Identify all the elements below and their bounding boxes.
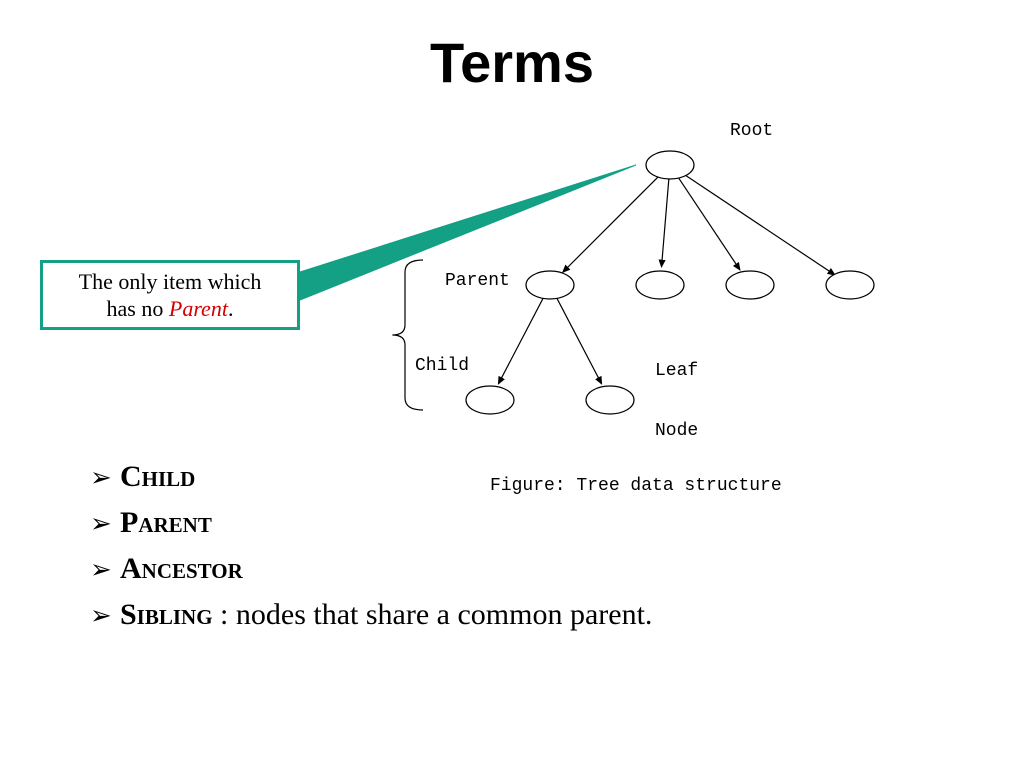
callout-line1: The only item which xyxy=(79,269,262,294)
bullet-marker-icon: ➢ xyxy=(90,508,120,539)
terms-bullet-list: ➢Child➢Parent➢Ancestor➢Sibling : nodes t… xyxy=(90,460,950,644)
diagram-label-parent: Parent xyxy=(445,271,510,291)
tree-node xyxy=(636,271,684,299)
bullet-term: Parent xyxy=(120,506,212,539)
bullet-term: Ancestor xyxy=(120,552,243,585)
callout-accent-word: Parent xyxy=(169,296,228,321)
bullet-item: ➢Ancestor xyxy=(90,552,950,586)
root-definition-callout: The only item which has no Parent. xyxy=(40,260,300,330)
bullet-marker-icon: ➢ xyxy=(90,462,120,493)
bullet-text: Sibling : nodes that share a common pare… xyxy=(120,598,652,632)
tree-node xyxy=(826,271,874,299)
bullet-marker-icon: ➢ xyxy=(90,600,120,631)
tree-edge xyxy=(498,297,543,383)
bullet-text: Child xyxy=(120,460,195,494)
tree-node xyxy=(466,386,514,414)
brace-icon xyxy=(392,260,423,410)
diagram-label-child: Child xyxy=(415,356,469,376)
bullet-item: ➢Sibling : nodes that share a common par… xyxy=(90,598,950,632)
bullet-item: ➢Child xyxy=(90,460,950,494)
callout-line2-pre: has no xyxy=(107,296,169,321)
tree-edge xyxy=(662,179,669,267)
diagram-label-root: Root xyxy=(730,121,773,141)
tree-node xyxy=(526,271,574,299)
bullet-description: : nodes that share a common parent. xyxy=(213,598,653,631)
bullet-term: Child xyxy=(120,460,195,493)
tree-edge xyxy=(563,175,660,272)
callout-line2-post: . xyxy=(228,296,234,321)
tree-node xyxy=(586,386,634,414)
bullet-text: Parent xyxy=(120,506,212,540)
tree-node xyxy=(726,271,774,299)
tree-edge xyxy=(556,297,601,383)
bullet-marker-icon: ➢ xyxy=(90,554,120,585)
bullet-item: ➢Parent xyxy=(90,506,950,540)
diagram-label-node: Node xyxy=(655,421,698,441)
tree-edge xyxy=(682,173,835,275)
bullet-text: Ancestor xyxy=(120,552,243,586)
diagram-label-leaf: Leaf xyxy=(655,361,698,381)
bullet-term: Sibling xyxy=(120,598,213,631)
callout-text: The only item which has no Parent. xyxy=(79,268,262,323)
tree-diagram: RootParentChildLeafNode Figure: Tree dat… xyxy=(360,110,950,510)
tree-node xyxy=(646,151,694,179)
slide: Terms The only item which has no Parent.… xyxy=(0,0,1024,768)
